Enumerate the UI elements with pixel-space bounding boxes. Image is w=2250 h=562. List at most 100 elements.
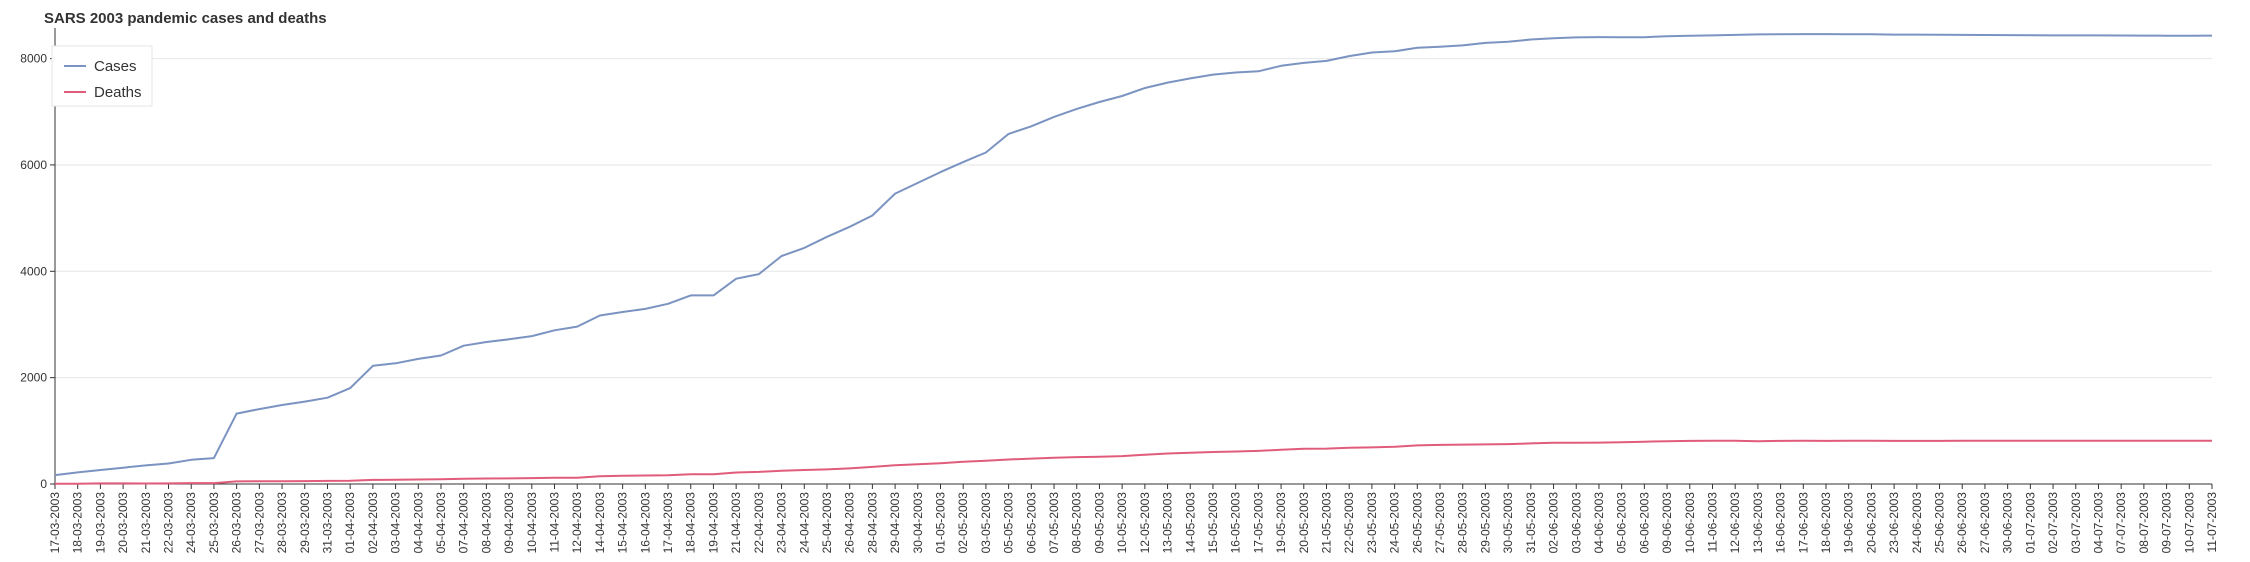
x-tick-label: 11-04-2003 xyxy=(548,492,562,553)
x-tick-label: 28-04-2003 xyxy=(865,492,879,554)
x-tick-label: 08-05-2003 xyxy=(1070,492,1084,554)
x-tick-label: 09-07-2003 xyxy=(2160,492,2174,554)
x-tick-label: 30-04-2003 xyxy=(911,492,925,554)
x-tick-label: 27-05-2003 xyxy=(1433,492,1447,554)
x-tick-label: 02-04-2003 xyxy=(366,492,380,554)
x-tick-label: 29-03-2003 xyxy=(298,492,312,554)
x-tick-label: 02-05-2003 xyxy=(956,492,970,554)
x-tick-label: 19-03-2003 xyxy=(93,492,107,554)
x-tick-label: 03-05-2003 xyxy=(979,492,993,554)
legend-label-cases: Cases xyxy=(94,58,137,75)
x-tick-label: 14-04-2003 xyxy=(593,492,607,554)
x-tick-label: 03-04-2003 xyxy=(389,492,403,554)
x-tick-label: 24-04-2003 xyxy=(797,492,811,554)
x-tick-label: 03-07-2003 xyxy=(2069,492,2083,554)
x-tick-label: 11-07-2003 xyxy=(2205,492,2219,553)
chart-title: SARS 2003 pandemic cases and deaths xyxy=(44,10,327,27)
x-tick-label: 06-06-2003 xyxy=(1637,492,1651,554)
x-tick-label: 19-06-2003 xyxy=(1842,492,1856,554)
y-tick-label: 8000 xyxy=(20,52,47,66)
x-tick-label: 20-05-2003 xyxy=(1297,492,1311,554)
x-tick-label: 20-03-2003 xyxy=(116,492,130,554)
x-tick-label: 19-04-2003 xyxy=(706,492,720,554)
legend-box xyxy=(51,45,153,107)
x-tick-label: 30-06-2003 xyxy=(2001,492,2015,554)
x-tick-label: 12-04-2003 xyxy=(570,492,584,554)
x-tick-label: 24-03-2003 xyxy=(184,492,198,554)
x-tick-label: 24-05-2003 xyxy=(1388,492,1402,554)
x-tick-label: 28-03-2003 xyxy=(275,492,289,554)
y-tick-label: 2000 xyxy=(20,371,47,385)
x-tick-label: 16-06-2003 xyxy=(1774,492,1788,554)
x-tick-label: 17-06-2003 xyxy=(1796,492,1810,554)
y-tick-label: 0 xyxy=(40,477,47,491)
x-tick-label: 07-05-2003 xyxy=(1047,492,1061,554)
x-tick-label: 03-06-2003 xyxy=(1569,492,1583,554)
x-tick-label: 04-07-2003 xyxy=(2091,492,2105,554)
x-tick-label: 26-03-2003 xyxy=(230,492,244,554)
x-tick-label: 30-05-2003 xyxy=(1501,492,1515,554)
x-tick-label: 08-07-2003 xyxy=(2137,492,2151,554)
x-tick-label: 11-06-2003 xyxy=(1705,492,1719,553)
series-line-cases xyxy=(54,33,2213,477)
x-tick-label: 25-04-2003 xyxy=(820,492,834,554)
x-tick-label: 28-05-2003 xyxy=(1456,492,1470,554)
x-tick-label: 29-05-2003 xyxy=(1478,492,1492,554)
x-tick-label: 13-06-2003 xyxy=(1751,492,1765,554)
x-tick-label: 21-04-2003 xyxy=(729,492,743,554)
x-tick-label: 23-04-2003 xyxy=(775,492,789,554)
x-tick-label: 07-04-2003 xyxy=(457,492,471,554)
x-tick-label: 07-07-2003 xyxy=(2114,492,2128,554)
x-tick-label: 17-03-2003 xyxy=(48,492,62,554)
y-tick-label: 6000 xyxy=(20,158,47,172)
x-tick-label: 26-05-2003 xyxy=(1410,492,1424,554)
x-tick-label: 23-05-2003 xyxy=(1365,492,1379,554)
x-tick-label: 19-05-2003 xyxy=(1274,492,1288,554)
legend-label-deaths: Deaths xyxy=(94,84,142,101)
x-tick-label: 04-04-2003 xyxy=(411,492,425,554)
x-tick-label: 17-04-2003 xyxy=(661,492,675,554)
x-tick-label: 10-05-2003 xyxy=(1115,492,1129,554)
x-tick-label: 12-05-2003 xyxy=(1138,492,1152,554)
x-tick-label: 14-05-2003 xyxy=(1183,492,1197,554)
x-tick-label: 10-04-2003 xyxy=(525,492,539,554)
x-tick-label: 09-05-2003 xyxy=(1092,492,1106,554)
x-tick-label: 21-03-2003 xyxy=(139,492,153,554)
x-tick-label: 05-06-2003 xyxy=(1615,492,1629,554)
x-tick-label: 23-06-2003 xyxy=(1887,492,1901,554)
x-tick-label: 01-04-2003 xyxy=(343,492,357,554)
x-tick-label: 31-03-2003 xyxy=(320,492,334,554)
x-tick-label: 20-06-2003 xyxy=(1864,492,1878,554)
x-tick-label: 17-05-2003 xyxy=(1251,492,1265,554)
x-tick-label: 08-04-2003 xyxy=(479,492,493,554)
x-tick-label: 26-06-2003 xyxy=(1955,492,1969,554)
series-line-deaths xyxy=(55,439,2212,485)
x-tick-label: 22-03-2003 xyxy=(162,492,176,554)
x-tick-label: 16-05-2003 xyxy=(1229,492,1243,554)
x-tick-label: 04-06-2003 xyxy=(1592,492,1606,554)
x-tick-label: 10-06-2003 xyxy=(1683,492,1697,554)
x-tick-label: 09-06-2003 xyxy=(1660,492,1674,554)
x-tick-label: 15-05-2003 xyxy=(1206,492,1220,554)
x-tick-label: 18-03-2003 xyxy=(71,492,85,554)
x-tick-label: 02-07-2003 xyxy=(2046,492,2060,554)
x-tick-label: 18-06-2003 xyxy=(1819,492,1833,554)
x-tick-label: 21-05-2003 xyxy=(1319,492,1333,554)
x-tick-label: 31-05-2003 xyxy=(1524,492,1538,554)
x-tick-label: 16-04-2003 xyxy=(638,492,652,554)
x-tick-label: 05-05-2003 xyxy=(1002,492,1016,554)
y-tick-label: 4000 xyxy=(20,264,47,278)
x-tick-label: 01-07-2003 xyxy=(2023,492,2037,554)
x-tick-label: 25-03-2003 xyxy=(207,492,221,554)
x-tick-label: 05-04-2003 xyxy=(434,492,448,554)
x-tick-label: 15-04-2003 xyxy=(616,492,630,554)
x-tick-label: 12-06-2003 xyxy=(1728,492,1742,554)
x-tick-label: 13-05-2003 xyxy=(1161,492,1175,554)
x-tick-label: 09-04-2003 xyxy=(502,492,516,554)
x-tick-label: 10-07-2003 xyxy=(2182,492,2196,554)
x-tick-label: 24-06-2003 xyxy=(1910,492,1924,554)
x-tick-label: 22-04-2003 xyxy=(752,492,766,554)
x-tick-label: 01-05-2003 xyxy=(934,492,948,554)
